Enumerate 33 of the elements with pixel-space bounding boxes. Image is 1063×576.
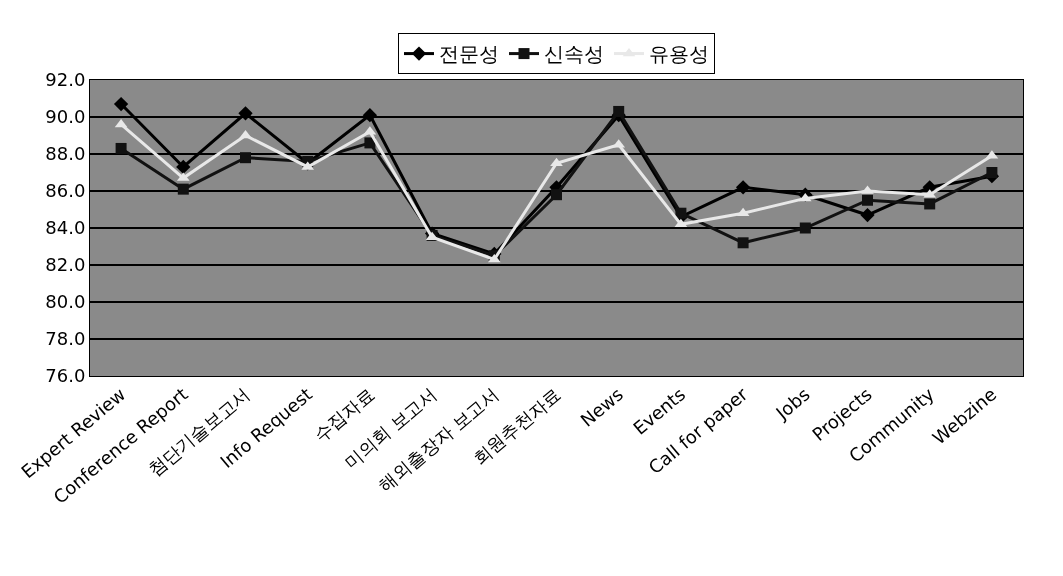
point <box>364 137 376 149</box>
y-tick-label: 82.0 <box>45 254 86 276</box>
legend-label: 전문성 <box>439 42 499 67</box>
point <box>860 207 875 223</box>
point <box>177 183 189 195</box>
point <box>798 192 812 202</box>
y-tick-label: 90.0 <box>45 106 86 128</box>
point <box>799 222 811 234</box>
point <box>674 218 688 228</box>
y-tick-label: 92.0 <box>45 69 86 91</box>
point <box>551 189 562 201</box>
point <box>115 142 127 154</box>
y-tick-label: 84.0 <box>45 217 86 239</box>
point <box>238 106 253 121</box>
point <box>114 118 128 128</box>
legend-label: 유용성 <box>649 42 709 67</box>
y-tick-label: 80.0 <box>45 291 86 313</box>
point <box>862 194 873 206</box>
point <box>176 159 191 175</box>
point <box>113 96 129 112</box>
point <box>362 108 378 123</box>
point <box>737 237 749 249</box>
legend-label: 신속성 <box>544 42 604 67</box>
point <box>986 167 998 178</box>
point <box>675 207 687 219</box>
point <box>924 198 936 210</box>
y-tick-label: 88.0 <box>45 143 86 165</box>
y-tick-label: 76.0 <box>45 365 86 387</box>
y-tick-label: 86.0 <box>45 180 86 202</box>
point <box>613 105 625 117</box>
y-tick-label: 78.0 <box>45 328 86 350</box>
point <box>240 152 251 164</box>
point <box>735 180 751 195</box>
